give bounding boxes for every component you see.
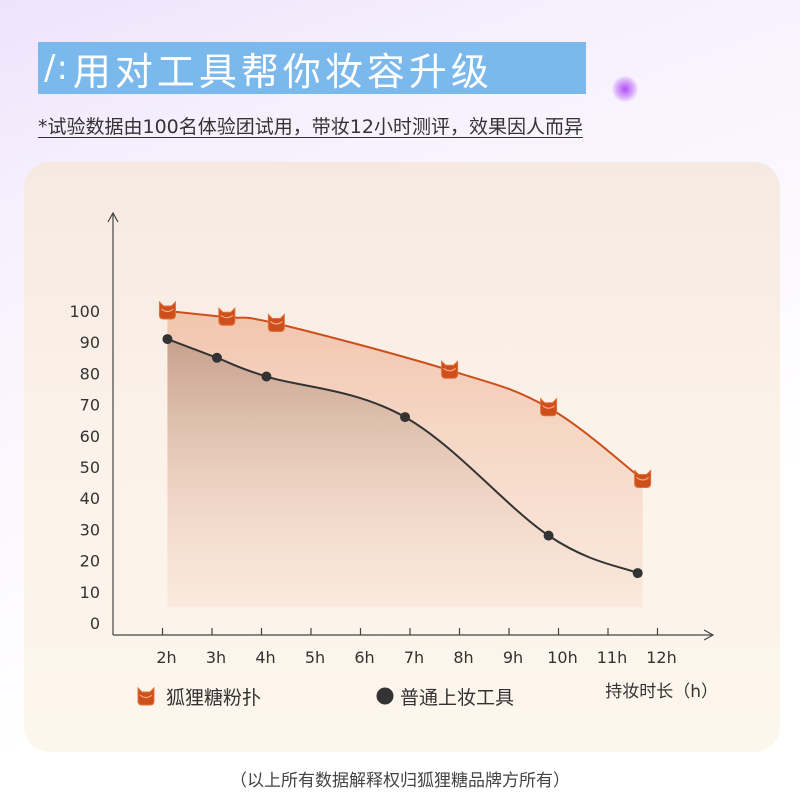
brand-data-point-fox-icon: [634, 469, 652, 488]
x-tick-label: 10h: [547, 648, 578, 667]
legend-regular-label: 普通上妆工具: [400, 687, 514, 709]
x-tick-label: 8h: [453, 648, 473, 667]
y-tick-label: 20: [80, 552, 100, 571]
brand-data-point-fox-icon: [540, 397, 558, 417]
x-tick-label: 7h: [404, 648, 424, 667]
x-axis-arrow-icon: [703, 629, 715, 641]
y-tick-label: 40: [80, 489, 100, 508]
legend-fox-icon: [137, 686, 155, 706]
x-axis-title: 持妆时长（h）: [605, 682, 718, 702]
x-tick-label: 12h: [646, 648, 677, 667]
x-tick-label: 9h: [503, 648, 523, 667]
brand-data-point-fox-icon: [218, 307, 236, 326]
x-tick-label: 5h: [305, 648, 325, 667]
x-tick-label: 6h: [354, 648, 374, 667]
page-title: 用对工具帮你妆容升级: [72, 49, 493, 94]
regular-data-point: [211, 352, 222, 363]
regular-data-point: [543, 530, 554, 541]
y-tick-label: 70: [80, 396, 100, 415]
legend-brand-label: 狐狸糖粉扑: [166, 687, 261, 709]
regular-data-point: [162, 334, 173, 345]
y-tick-label: 80: [80, 364, 100, 383]
y-tick-label: 60: [80, 427, 100, 446]
regular-area-fill: [167, 339, 638, 608]
disclaimer-subtitle: *试验数据由100名体验团试用，带妆12小时测评，效果因人而异: [38, 116, 583, 138]
glow-dot-icon: [612, 76, 638, 102]
x-tick-label: 3h: [206, 648, 226, 667]
title-prefix: /:: [44, 48, 69, 88]
y-tick-label: 0: [90, 614, 100, 633]
y-tick-label: 100: [69, 302, 100, 321]
y-tick-label: 90: [80, 333, 100, 352]
y-axis-arrow-icon: [107, 211, 119, 223]
copyright-note: （以上所有数据解释权归狐狸糖品牌方所有）: [230, 771, 570, 791]
x-tick-label: 2h: [156, 648, 176, 667]
x-tick-label: 4h: [255, 648, 275, 667]
y-tick-label: 30: [80, 520, 100, 539]
y-tick-label: 50: [80, 458, 100, 477]
y-tick-label: 10: [80, 583, 100, 602]
brand-data-point-fox-icon: [441, 360, 459, 379]
regular-data-point: [632, 568, 643, 579]
brand-data-point-fox-icon: [158, 300, 176, 320]
legend-circle-icon: [376, 687, 394, 705]
regular-data-point: [400, 412, 411, 423]
brand-data-point-fox-icon: [267, 313, 285, 332]
title-banner: /: 用对工具帮你妆容升级: [38, 42, 586, 94]
x-tick-label: 11h: [597, 648, 628, 667]
regular-data-point: [261, 371, 272, 382]
